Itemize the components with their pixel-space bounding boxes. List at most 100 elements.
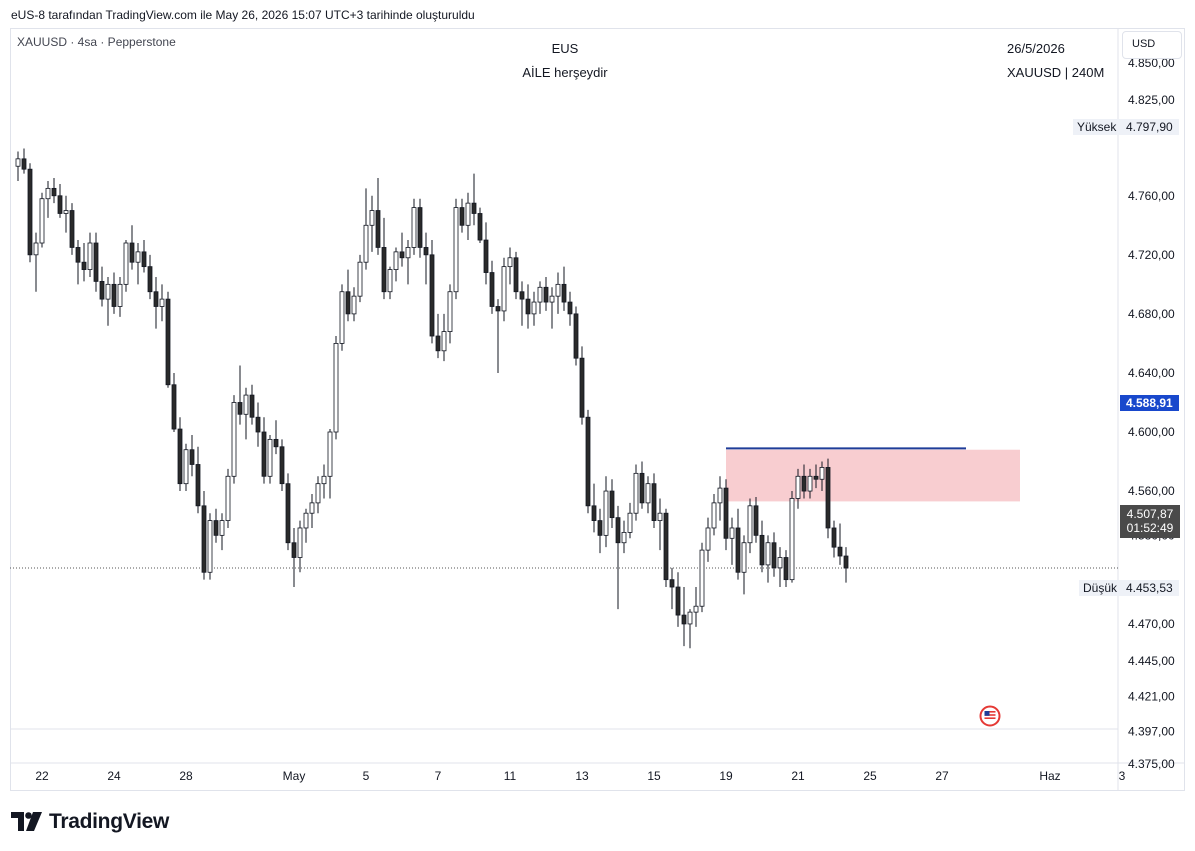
chart-ticker: XAUUSD | 240M <box>1007 65 1105 80</box>
candle-body-bullish <box>621 532 627 544</box>
candle-body-bearish <box>543 286 549 303</box>
candle-body-bearish <box>279 446 285 485</box>
candle-body-bearish <box>171 384 177 430</box>
candle-body-bearish <box>111 283 117 307</box>
candle-body-bullish <box>327 431 333 477</box>
candle-body-bearish <box>21 158 27 170</box>
time-axis-tick-label: 11 <box>504 769 517 783</box>
header-bar: eUS-8 tarafından TradingView.com ile May… <box>0 0 1195 28</box>
candle-body-bearish <box>591 505 597 521</box>
candle-body-bearish <box>177 428 183 485</box>
candle-body-bearish <box>801 475 807 492</box>
candle-body-bearish <box>663 512 669 581</box>
candle-body-bullish <box>321 475 327 485</box>
candle-body-bearish <box>483 239 489 273</box>
candle-body-bullish <box>369 210 375 226</box>
candle-body-bullish <box>531 301 537 315</box>
candle-body-bullish <box>747 505 753 544</box>
candle-body-bullish <box>741 542 747 573</box>
time-axis-tick-label: 3 <box>1119 769 1126 783</box>
candle-body-bullish <box>159 298 165 307</box>
candle-body-bearish <box>489 272 495 307</box>
candle-body-bullish <box>693 605 699 613</box>
candle-body-bearish <box>471 202 477 214</box>
us-flag-economic-event-icon[interactable] <box>979 705 1001 727</box>
candle-body-bearish <box>723 487 729 539</box>
candle-body-bullish <box>729 527 735 539</box>
time-axis-tick-label: 19 <box>719 769 733 783</box>
candle-body-bullish <box>339 291 345 344</box>
candle-body-bullish <box>63 210 69 214</box>
candle-body-bearish <box>237 402 243 415</box>
last-price-box: 4.507,87 01:52:49 <box>1120 505 1180 538</box>
currency-selector-button[interactable]: USD <box>1122 31 1182 59</box>
candle-body-bullish <box>501 266 507 312</box>
price-axis-tick-label: 4.600,00 <box>1128 425 1175 439</box>
tradingview-logo-icon <box>11 812 42 831</box>
candle-body-bearish <box>825 467 831 529</box>
candle-body-bearish <box>843 555 849 569</box>
candle-body-bullish <box>765 542 771 566</box>
candle-body-bullish <box>267 438 273 477</box>
candle-body-bearish <box>525 298 531 315</box>
candle-body-bearish <box>291 542 297 558</box>
candle-body-bearish <box>381 247 387 293</box>
candle-body-bullish <box>363 224 369 263</box>
candlestick-chart[interactable]: 4.850,00 4.825,00 4.760,00 4.720,00 4.680,00… <box>10 28 1185 791</box>
candle-body-bearish <box>813 475 819 480</box>
time-axis-tick-label: 27 <box>935 769 949 783</box>
candle-body-bearish <box>513 257 519 293</box>
candle-body-bullish <box>387 269 393 293</box>
time-axis-tick-label: 24 <box>107 769 121 783</box>
candle-body-bearish <box>153 291 159 307</box>
high-value-tag: 4.797,90 <box>1120 119 1179 135</box>
candle-body-bearish <box>165 298 171 386</box>
time-axis-tick-label: 25 <box>863 769 877 783</box>
price-axis-tick-label: 4.470,00 <box>1128 617 1175 631</box>
candle-body-bearish <box>141 251 147 268</box>
price-axis-tick-label: 4.397,00 <box>1128 725 1175 739</box>
candle-body-bearish <box>129 242 135 263</box>
candle-body-bullish <box>411 207 417 248</box>
candle-body-bullish <box>705 527 711 551</box>
tradingview-logo[interactable]: TradingView <box>11 810 169 834</box>
candle-body-bullish <box>549 295 555 303</box>
price-axis-tick-label: 4.375,00 <box>1128 757 1175 771</box>
chart-frame <box>10 28 1185 791</box>
candle-body-bearish <box>195 464 201 507</box>
candle-body-bearish <box>837 546 843 557</box>
candle-body-bullish <box>315 483 321 504</box>
tradingview-logo-text: TradingView <box>49 810 170 833</box>
candle-body-bearish <box>81 261 87 270</box>
candle-body-bearish <box>429 254 435 337</box>
header-credit-text: eUS-8 tarafından TradingView.com ile May… <box>11 8 475 22</box>
candle-body-bullish <box>393 251 399 270</box>
candle-body-bullish <box>351 295 357 315</box>
candle-body-bearish <box>147 266 153 293</box>
candle-body-bearish <box>69 210 75 248</box>
candle-body-bullish <box>447 291 453 332</box>
time-axis-tick-label: 5 <box>363 769 370 783</box>
candle-body-bullish <box>333 343 339 433</box>
candle-body-bullish <box>717 487 723 504</box>
candle-body-bullish <box>657 512 663 521</box>
low-value-tag: 4.453,53 <box>1120 580 1179 596</box>
candle-body-bearish <box>57 195 63 214</box>
candle-body-bearish <box>477 213 483 241</box>
candle-body-bearish <box>609 490 615 519</box>
candle-body-bullish <box>699 549 705 607</box>
candle-body-bullish <box>105 283 111 300</box>
candle-body-bullish <box>309 502 315 514</box>
candle-body-bullish <box>303 512 309 529</box>
candle-body-bullish <box>243 394 249 415</box>
candle-body-bullish <box>453 207 459 293</box>
candle-body-bullish <box>15 158 21 167</box>
candle-body-bearish <box>561 283 567 303</box>
price-axis-tick-label: 4.825,00 <box>1128 93 1175 107</box>
candle-body-bullish <box>711 502 717 529</box>
candle-body-bearish <box>93 242 99 282</box>
candle-body-bearish <box>615 517 621 544</box>
candle-body-bearish <box>735 527 741 573</box>
candle-body-bearish <box>99 280 105 300</box>
candle-body-bearish <box>639 472 645 504</box>
